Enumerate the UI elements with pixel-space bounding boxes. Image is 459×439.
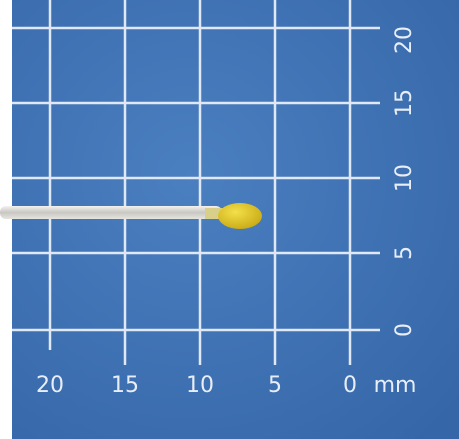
bottom-label: 0 — [343, 373, 357, 398]
bottom-label: 20 — [36, 373, 64, 398]
side-label: 15 — [392, 89, 417, 117]
bottom-label: 10 — [186, 373, 214, 398]
bottom-label: 5 — [268, 373, 282, 398]
photo: 20 15 10 5 0 mm 20 15 10 5 0 — [0, 0, 459, 439]
unit-label: mm — [374, 373, 417, 398]
bottom-label: 15 — [111, 373, 139, 398]
thermistor-bead — [218, 203, 262, 229]
side-label: 20 — [392, 26, 417, 54]
side-label: 0 — [392, 323, 417, 337]
side-label: 10 — [392, 164, 417, 192]
sensor-wire — [0, 206, 222, 219]
side-label: 5 — [392, 246, 417, 260]
